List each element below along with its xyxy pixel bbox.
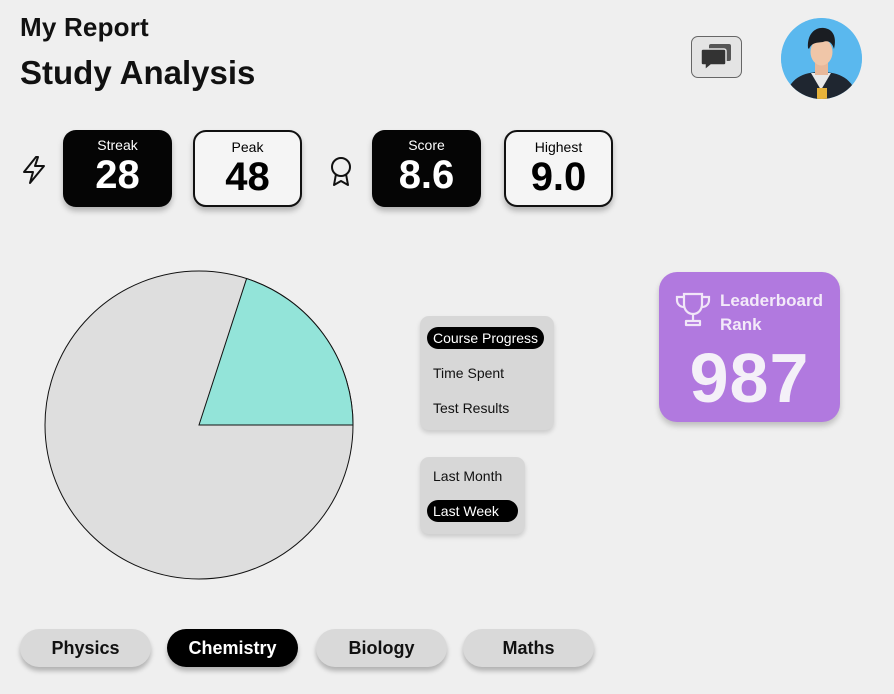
avatar[interactable] [781,18,862,99]
highest-label: Highest [534,139,583,155]
leaderboard-card: Leaderboard Rank 987 [659,272,840,422]
award-icon [331,157,351,186]
leaderboard-label: Leaderboard Rank [720,291,823,334]
score-label: Score [408,137,445,153]
metric-option-test-results[interactable]: Test Results [433,400,510,416]
tab-biology[interactable]: Biology [316,629,447,667]
report-title: My Report [20,12,149,42]
pie-highlight-slice [198,277,354,426]
progress-pie-chart [44,270,354,580]
period-menu: Last Month Last Week [420,457,525,534]
tab-maths[interactable]: Maths [463,629,594,667]
avatar-image [781,18,862,99]
score-value: 8.6 [398,153,455,197]
trophy-icon [675,292,711,327]
period-option-last-week[interactable]: Last Week [427,500,518,522]
score-card: Score 8.6 [372,130,481,207]
tab-chemistry[interactable]: Chemistry [167,629,298,667]
peak-label: Peak [231,139,264,155]
streak-label: Streak [97,137,138,153]
peak-card: Peak 48 [193,130,302,207]
page-title: Study Analysis [20,54,256,91]
streak-value: 28 [95,153,140,197]
peak-value: 48 [225,155,270,199]
chat-button[interactable] [691,36,742,78]
highest-card: Highest 9.0 [504,130,613,207]
streak-card: Streak 28 [63,130,172,207]
chat-icon [699,44,731,72]
lightning-icon [23,156,45,184]
leaderboard-value: 987 [689,339,810,417]
period-option-last-month[interactable]: Last Month [433,468,503,484]
metric-option-time-spent[interactable]: Time Spent [433,365,505,381]
metric-menu: Course Progress Time Spent Test Results [420,316,554,430]
metric-option-course-progress[interactable]: Course Progress [427,327,545,349]
highest-value: 9.0 [530,155,587,199]
tab-physics[interactable]: Physics [20,629,151,667]
